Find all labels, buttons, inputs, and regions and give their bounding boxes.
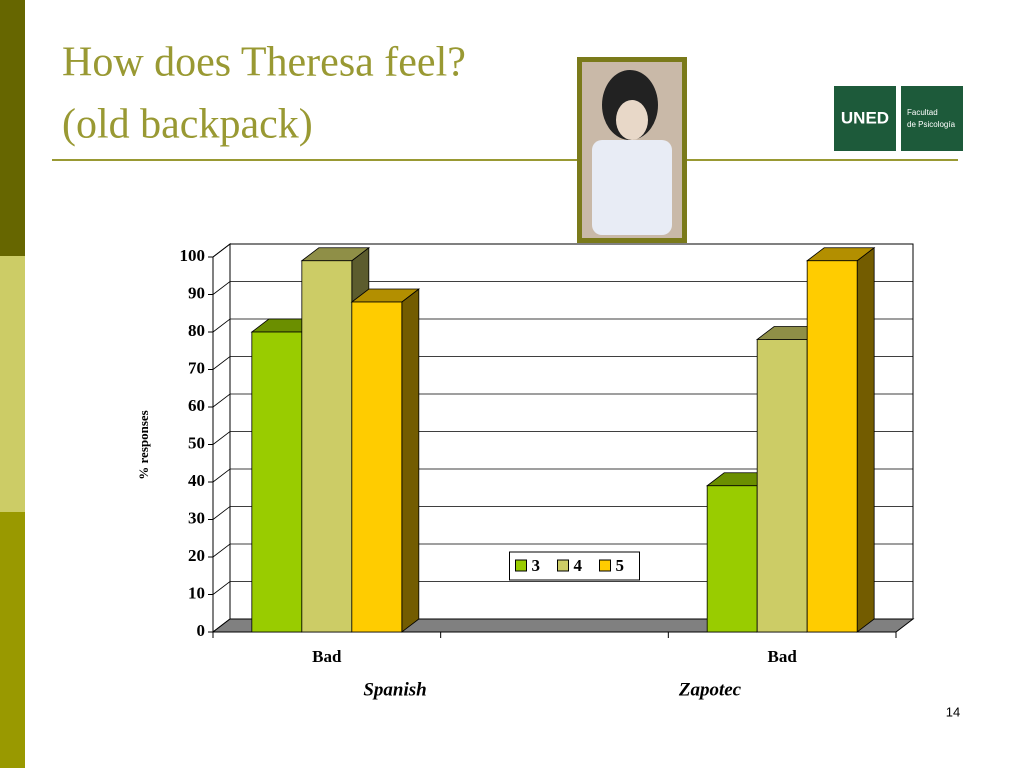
- y-tick-label: 10: [188, 583, 205, 602]
- side-band: [0, 256, 25, 512]
- bar-side: [401, 288, 420, 633]
- y-tick-label: 20: [188, 546, 205, 565]
- grid-line: [212, 243, 913, 258]
- y-tick-label: 0: [197, 621, 206, 640]
- legend-swatch: [557, 559, 569, 572]
- grid-line: [212, 356, 913, 370]
- y-tick-label: 40: [188, 471, 205, 490]
- grid-line: [212, 506, 913, 520]
- grid-line: [212, 431, 913, 445]
- group-label: Zapotec: [678, 679, 742, 700]
- y-axis-label: % responses: [136, 410, 151, 479]
- logo-text: de Psicología: [907, 120, 956, 129]
- y-tick-label: 50: [188, 433, 205, 452]
- legend-label: 4: [574, 556, 583, 575]
- grid-line: [212, 543, 913, 558]
- grid-line: [212, 318, 913, 333]
- bar-front: [301, 260, 353, 633]
- grid-line: [212, 281, 913, 295]
- photo: [616, 100, 648, 140]
- bar-front: [756, 339, 808, 633]
- y-tick-label: 80: [188, 321, 205, 340]
- x-tick-label: Bad: [768, 647, 798, 666]
- slide-title: How does Theresa feel?: [62, 40, 466, 86]
- grid-line: [212, 468, 913, 483]
- group-label: Spanish: [363, 679, 426, 700]
- y-tick-label: 60: [188, 396, 205, 415]
- logo: [834, 86, 896, 151]
- legend: [509, 551, 640, 581]
- bar-front: [806, 260, 858, 633]
- legend-swatch: [599, 559, 611, 572]
- logo: [901, 86, 963, 151]
- page-number: 14: [946, 704, 960, 719]
- photo: [592, 140, 672, 235]
- bar-front: [706, 485, 758, 633]
- side-band: [0, 512, 25, 768]
- legend-label: 5: [616, 556, 625, 575]
- bar-front: [251, 331, 303, 633]
- logo-text: Facultad: [907, 108, 938, 117]
- y-tick-label: 30: [188, 508, 205, 527]
- legend-swatch: [515, 559, 527, 572]
- y-tick-label: 90: [188, 283, 205, 302]
- side-band: [0, 0, 25, 256]
- bar-front: [351, 301, 403, 633]
- bar-side: [856, 246, 875, 633]
- legend-label: 3: [532, 556, 541, 575]
- grid-line: [212, 581, 913, 595]
- bar: [805, 246, 876, 633]
- y-tick-label: 100: [180, 246, 206, 265]
- y-tick-label: 70: [188, 358, 205, 377]
- bar: [350, 288, 421, 633]
- grid-line: [212, 393, 913, 408]
- slide-subtitle: (old backpack): [62, 102, 313, 148]
- x-tick-label: Bad: [312, 647, 342, 666]
- logo-mark: UNED: [841, 108, 889, 127]
